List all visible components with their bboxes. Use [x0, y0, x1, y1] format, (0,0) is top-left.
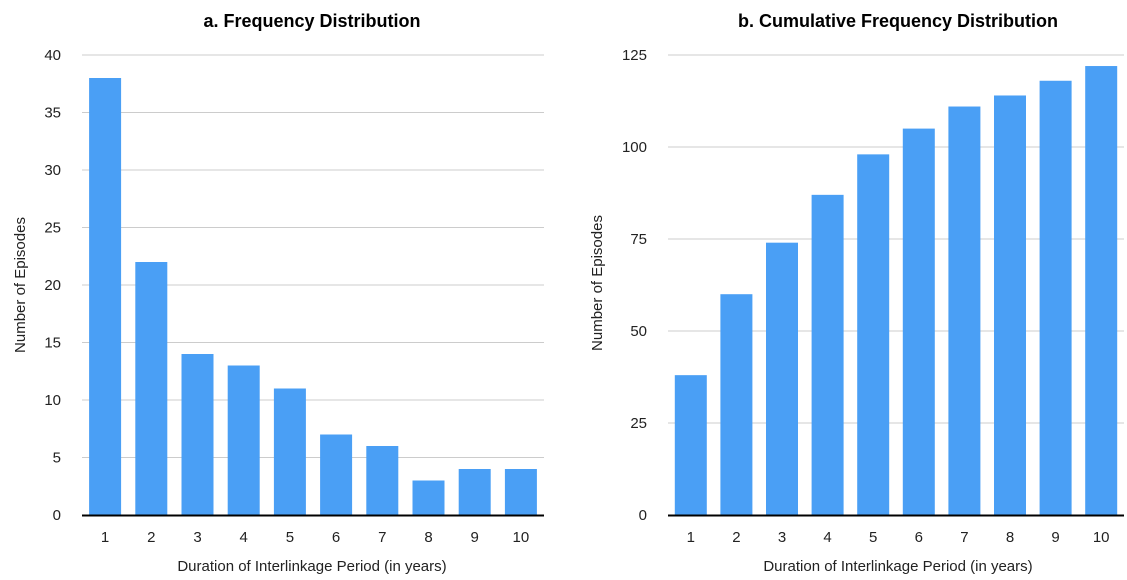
- y-tick-label: 75: [630, 231, 647, 248]
- bar-6: [320, 434, 353, 515]
- y-tick-label: 30: [44, 162, 61, 179]
- y-tick-label: 125: [622, 47, 647, 64]
- y-tick-label: 35: [44, 105, 61, 122]
- x-tick-label: 5: [869, 529, 877, 546]
- y-tick-label: 100: [622, 139, 647, 156]
- bar-9: [458, 469, 491, 515]
- frequency-distribution-chart: a. Frequency Distribution 05101520253035…: [12, 11, 544, 575]
- bar-4: [227, 365, 260, 515]
- x-tick-label: 5: [286, 529, 294, 546]
- bar-7: [948, 106, 981, 516]
- bar-4: [811, 194, 844, 515]
- bars: [89, 78, 537, 515]
- x-tick-label: 9: [471, 529, 479, 546]
- x-tick-label: 3: [193, 529, 201, 546]
- bar-6: [902, 128, 935, 515]
- bar-1: [674, 375, 707, 515]
- x-tick-label: 4: [823, 529, 831, 546]
- x-tick-label: 10: [1093, 529, 1110, 546]
- bar-8: [412, 480, 445, 515]
- y-tick-label: 0: [53, 507, 61, 524]
- cumulative-frequency-distribution-chart: b. Cumulative Frequency Distribution 025…: [589, 11, 1124, 575]
- x-tick-label: 7: [960, 529, 968, 546]
- x-tick-label: 6: [332, 529, 340, 546]
- bar-10: [1085, 66, 1118, 515]
- y-tick-label: 10: [44, 392, 61, 409]
- y-tick-label: 15: [44, 335, 61, 352]
- y-tick-label: 0: [639, 507, 647, 524]
- y-tick-label: 5: [53, 450, 61, 467]
- y-tick-label: 20: [44, 277, 61, 294]
- x-tick-label: 8: [1006, 529, 1014, 546]
- y-tick-label: 50: [630, 323, 647, 340]
- x-tick-label: 10: [513, 529, 530, 546]
- x-axis-title: Duration of Interlinkage Period (in year…: [763, 558, 1032, 575]
- y-tick-label: 25: [630, 415, 647, 432]
- x-tick-label: 4: [240, 529, 248, 546]
- y-tick-labels: 0 5 10 15 20 25 30 35 40: [44, 47, 61, 524]
- x-tick-label: 1: [687, 529, 695, 546]
- bar-3: [766, 242, 798, 515]
- y-tick-labels: 0 25 50 75 100 125: [622, 47, 647, 524]
- bar-2: [720, 294, 753, 515]
- bar-2: [135, 262, 168, 515]
- x-tick-labels: 1 2 3 4 5 6 7 8 9 10: [687, 529, 1110, 546]
- chart-title: b. Cumulative Frequency Distribution: [738, 11, 1058, 31]
- bar-9: [1039, 80, 1072, 515]
- x-tick-label: 7: [378, 529, 386, 546]
- bar-10: [504, 469, 537, 515]
- x-tick-label: 8: [424, 529, 432, 546]
- bar-8: [994, 95, 1026, 515]
- x-tick-labels: 1 2 3 4 5 6 7 8 9 10: [101, 529, 529, 546]
- y-tick-label: 40: [44, 47, 61, 64]
- x-tick-label: 3: [778, 529, 786, 546]
- y-tick-label: 25: [44, 220, 61, 237]
- chart-title: a. Frequency Distribution: [203, 11, 420, 31]
- x-tick-label: 2: [732, 529, 740, 546]
- bar-5: [273, 388, 306, 515]
- y-axis-title: Number of Episodes: [12, 217, 29, 353]
- y-axis-title: Number of Episodes: [589, 215, 606, 351]
- x-axis-title: Duration of Interlinkage Period (in year…: [177, 558, 446, 575]
- bar-1: [89, 78, 122, 515]
- bar-3: [181, 354, 214, 515]
- x-tick-label: 6: [915, 529, 923, 546]
- x-tick-label: 1: [101, 529, 109, 546]
- bar-5: [857, 154, 890, 516]
- x-tick-label: 9: [1051, 529, 1059, 546]
- x-tick-label: 2: [147, 529, 155, 546]
- bars: [674, 66, 1118, 516]
- bar-7: [366, 446, 399, 515]
